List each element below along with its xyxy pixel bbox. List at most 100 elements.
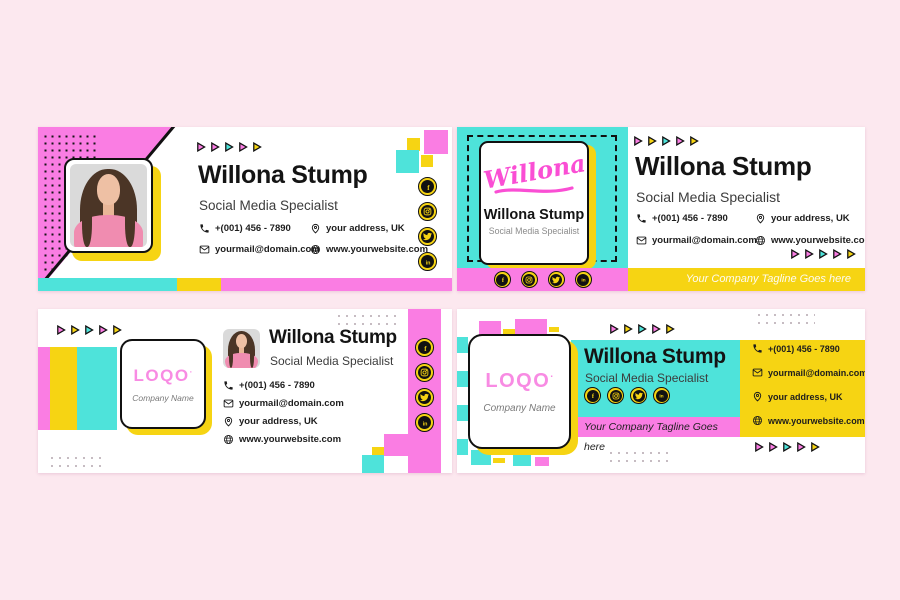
location-icon — [310, 223, 321, 234]
signature-template-1: Willona Stump Social Media Specialist +(… — [38, 127, 452, 291]
triangle-arrow-icon — [652, 324, 661, 334]
decor-square — [549, 327, 559, 332]
globe-icon — [223, 434, 234, 445]
decor-square — [479, 321, 501, 335]
address-value: your address, UK — [768, 391, 843, 402]
profile-photo — [223, 329, 260, 368]
tagline-bar: Your Company Tagline Goes here — [571, 417, 740, 453]
decor-square — [503, 329, 515, 334]
decor-square — [471, 450, 491, 465]
decor-square — [515, 319, 547, 335]
person-name: Willona Stump — [269, 327, 397, 348]
signature-template-4: LOQO· Company Name Willona Stump Social … — [457, 309, 865, 473]
triangle-arrow-icon — [253, 142, 262, 152]
triangle-arrow-icon — [847, 249, 856, 259]
dot-pattern — [48, 454, 106, 468]
triangle-arrow-icon — [57, 325, 66, 335]
instagram-icon — [607, 387, 624, 404]
mail-icon — [636, 235, 647, 246]
decor-square — [384, 434, 408, 456]
company-logo: LOQO· — [133, 365, 193, 385]
triangle-arrow-icon — [662, 136, 671, 146]
phone-icon — [223, 380, 234, 391]
phone-value: +(001) 456 - 7890 — [768, 343, 840, 354]
triangle-arrow-icon — [71, 325, 80, 335]
phone-value: +(001) 456 - 7890 — [652, 213, 728, 224]
facebook-icon — [418, 177, 437, 196]
triangle-arrow-icon — [239, 142, 248, 152]
bar-segment-pink — [221, 278, 452, 291]
globe-icon — [752, 415, 763, 426]
person-hair-strand — [228, 344, 234, 368]
phone-icon — [752, 343, 763, 354]
location-icon — [752, 391, 763, 402]
email-row: yourmail@domain.com — [199, 244, 320, 255]
triangle-arrow-icon — [634, 136, 643, 146]
profile-photo — [70, 164, 147, 247]
script-underline — [494, 186, 574, 194]
decor-square — [396, 150, 419, 173]
triangle-arrow-icon — [811, 442, 820, 452]
decor-square — [457, 337, 468, 353]
triangle-arrows-row — [754, 442, 820, 452]
address-row: your address, UK — [755, 213, 850, 224]
triangle-arrow-icon — [225, 142, 234, 152]
stripe-yellow — [50, 347, 77, 430]
website-value: www.yourwebsite.com — [768, 415, 865, 426]
company-name: Company Name — [132, 392, 194, 403]
person-hair-strand — [249, 344, 255, 368]
triangle-arrow-icon — [648, 136, 657, 146]
dot-pattern — [755, 311, 815, 326]
email-row: yourmail@domain.com — [636, 235, 757, 246]
website-value: www.yourwebsite.com — [326, 244, 429, 255]
company-logo: LOQO· — [485, 369, 554, 392]
address-value: your address, UK — [771, 213, 850, 224]
phone-icon — [199, 223, 210, 234]
bottom-color-bar — [38, 278, 452, 291]
yellow-panel — [740, 340, 865, 437]
company-name: Company Name — [483, 402, 556, 414]
signature-template-3: LOQO· Company Name Willona Stump Social … — [38, 309, 452, 473]
phone-row: +(001) 456 - 7890 — [199, 223, 291, 234]
email-row: yourmail@domain.com — [752, 367, 865, 378]
profile-photo-frame — [64, 158, 153, 253]
dot-pattern — [607, 449, 669, 467]
triangle-arrow-icon — [676, 136, 685, 146]
triangle-arrow-icon — [85, 325, 94, 335]
person-name: Willona Stump — [483, 207, 585, 223]
decor-square — [493, 458, 505, 463]
tagline-bar: Your Company Tagline Goes here — [628, 268, 865, 291]
phone-icon — [636, 213, 647, 224]
linkedin-icon — [415, 413, 434, 432]
triangle-arrows-row — [56, 325, 122, 335]
decor-square — [457, 405, 468, 421]
person-neck — [103, 200, 114, 218]
triangle-arrows-row — [196, 142, 262, 152]
social-bar — [408, 309, 441, 473]
phone-value: +(001) 456 - 7890 — [215, 223, 291, 234]
decor-square — [424, 130, 448, 154]
person-role: Social Media Specialist — [636, 189, 780, 205]
location-icon — [223, 416, 234, 427]
email-row: yourmail@domain.com — [223, 398, 344, 409]
decor-square — [513, 453, 531, 466]
twitter-icon — [418, 227, 437, 246]
triangle-arrows-row — [790, 249, 856, 259]
person-face — [235, 333, 248, 349]
social-icons-row — [584, 387, 670, 404]
person-role: Social Media Specialist — [488, 226, 580, 236]
triangle-arrow-icon — [624, 324, 633, 334]
logo-card: LOQO· Company Name — [468, 334, 571, 449]
address-value: your address, UK — [326, 223, 405, 234]
person-role: Social Media Specialist — [585, 371, 709, 385]
stripe-cyan — [77, 347, 117, 430]
triangle-arrow-icon — [755, 442, 764, 452]
website-value: www.yourwebsite.com — [239, 434, 342, 445]
mail-icon — [223, 398, 234, 409]
person-hair-strand — [125, 197, 136, 247]
website-value: www.yourwebsite.com — [771, 235, 865, 246]
email-value: yourmail@domain.com — [652, 235, 757, 246]
twitter-icon — [630, 387, 647, 404]
bar-segment-yellow — [177, 278, 221, 291]
person-name: Willona Stump — [635, 151, 812, 181]
